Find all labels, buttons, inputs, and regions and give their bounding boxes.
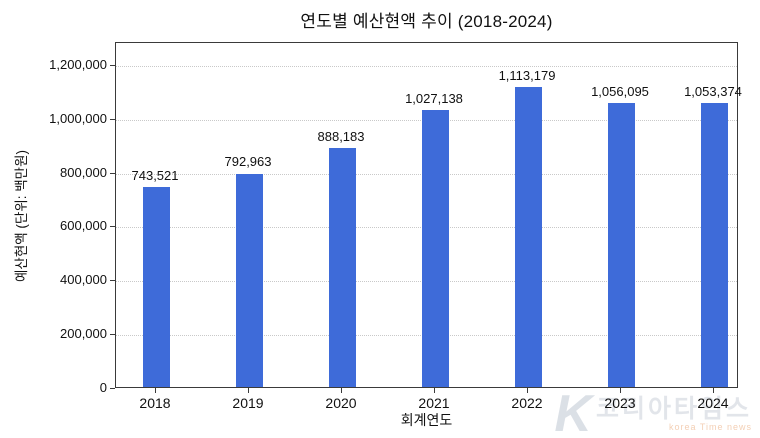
y-tick-mark (110, 226, 115, 228)
y-tick-label: 1,200,000 (49, 56, 107, 72)
x-tick-label: 2021 (418, 395, 450, 411)
bar-value-label: 792,963 (224, 154, 272, 170)
y-tick-label: 400,000 (60, 272, 107, 288)
x-tick-label: 2018 (139, 395, 171, 411)
y-tick-label: 800,000 (60, 164, 107, 180)
bar-value-label: 888,183 (317, 128, 365, 144)
y-tick-mark (110, 64, 115, 66)
y-tick-mark (110, 172, 115, 174)
plot-area (115, 42, 738, 388)
x-tick-mark (248, 388, 249, 393)
y-tick-label: 0 (99, 380, 107, 395)
x-tick-mark (527, 388, 528, 393)
bar (235, 173, 263, 387)
x-tick-mark (155, 388, 156, 393)
x-tick-label: 2022 (511, 395, 543, 411)
bar-value-label: 1,027,138 (405, 91, 463, 107)
x-tick-label: 2023 (604, 395, 636, 411)
x-tick-label: 2019 (232, 395, 264, 411)
bar-value-label: 743,521 (131, 167, 179, 183)
bar-value-label: 1,053,374 (684, 84, 742, 100)
x-tick-label: 2024 (697, 395, 729, 411)
y-tick-mark (110, 388, 115, 389)
bar (700, 103, 728, 387)
bar-value-label: 1,056,095 (591, 83, 649, 99)
bar (607, 102, 635, 387)
y-tick-label: 1,000,000 (49, 110, 107, 126)
y-tick-mark (110, 280, 115, 282)
x-tick-mark (620, 388, 621, 393)
x-axis-label: 회계연도 (400, 412, 453, 428)
y-tick-mark (110, 334, 115, 336)
bar (421, 110, 449, 387)
x-tick-mark (713, 388, 714, 393)
x-tick-mark (341, 388, 342, 393)
y-tick-mark (110, 118, 115, 120)
bar (142, 186, 170, 387)
grid-line (116, 65, 737, 67)
bar (328, 147, 356, 387)
x-tick-mark (434, 388, 435, 393)
x-tick-label: 2020 (325, 395, 357, 411)
y-tick-label: 600,000 (60, 218, 107, 234)
chart-title: 연도별 예산현액 추이 (2018-2024) (300, 12, 553, 31)
bar (514, 87, 542, 387)
y-tick-label: 200,000 (60, 326, 107, 342)
bar-value-label: 1,113,179 (498, 68, 556, 84)
